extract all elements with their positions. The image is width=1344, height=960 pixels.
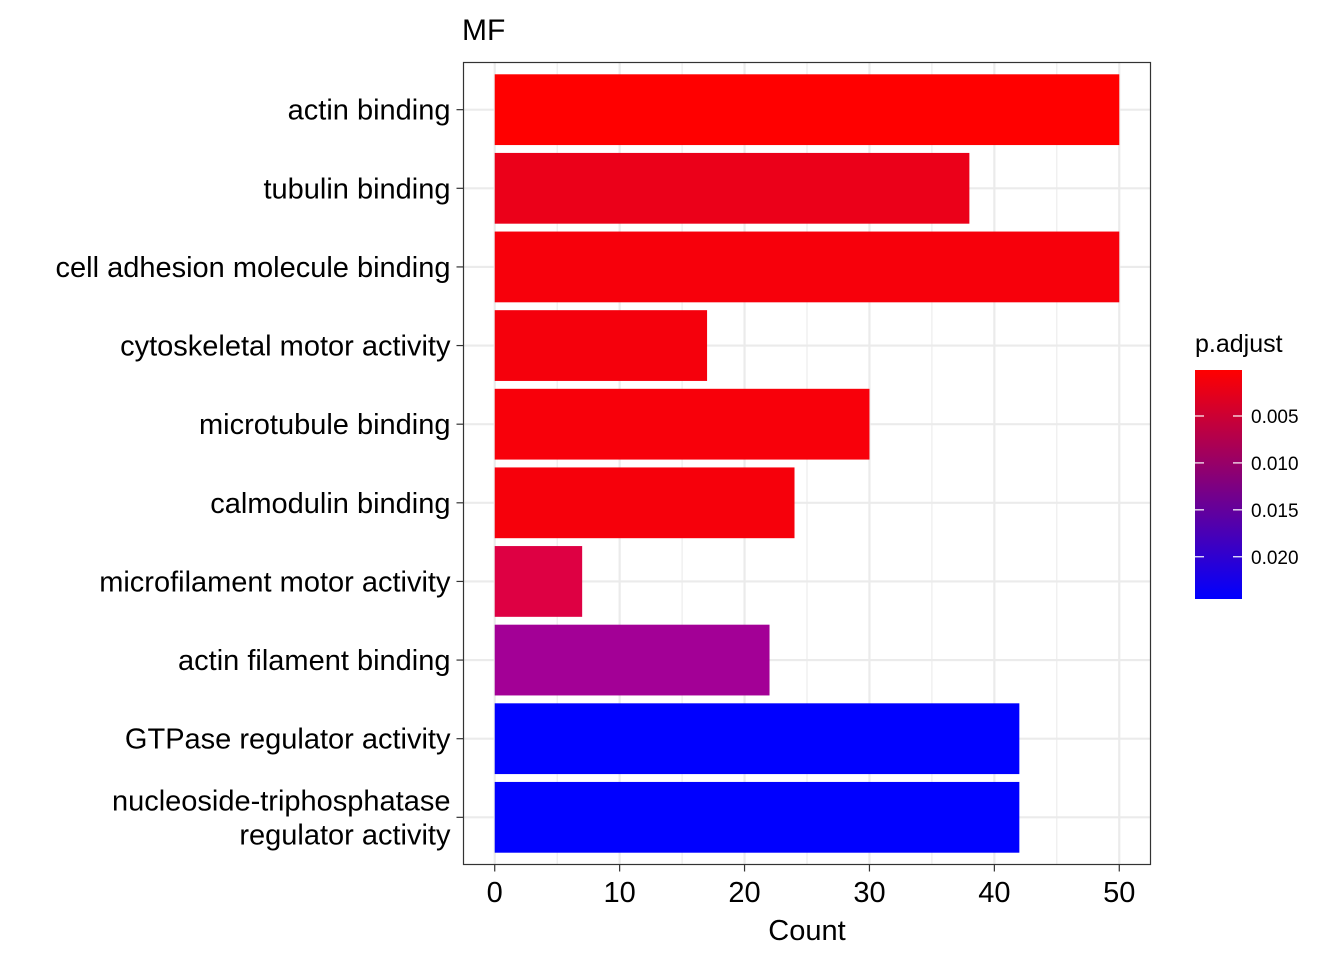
y-tick-label: calmodulin binding (210, 488, 450, 520)
y-tick-label: cell adhesion molecule binding (56, 252, 451, 284)
legend-tick-label: 0.010 (1251, 454, 1299, 475)
bar (494, 74, 1120, 146)
bar (494, 624, 770, 696)
x-tick-label: 10 (604, 877, 636, 909)
y-tick-label: GTPase regulator activity (125, 724, 451, 756)
x-axis: 0 10 20 30 40 50 (487, 864, 1135, 909)
bar-layer (494, 74, 1120, 853)
y-tick-label-line: regulator activity (239, 819, 451, 851)
y-tick-label: nucleoside-triphosphatase regulator activ… (112, 785, 451, 851)
x-axis-label: Count (768, 915, 845, 947)
y-tick-label: tubulin binding (263, 173, 450, 205)
y-tick-label-line: microfilament motor activity (99, 566, 451, 598)
y-tick-label-line: cell adhesion molecule binding (56, 252, 451, 284)
x-tick-label: 0 (487, 877, 503, 909)
bar (494, 546, 583, 617)
legend-tick-label: 0.015 (1251, 501, 1299, 522)
legend-colorbar (1195, 370, 1242, 599)
bar (494, 781, 1020, 853)
x-tick-label: 30 (853, 877, 885, 909)
y-tick-label-line: microtubule binding (199, 409, 450, 441)
chart-title: MF (462, 14, 505, 47)
y-tick-label: actin filament binding (178, 645, 450, 677)
bar (494, 388, 870, 460)
x-tick-label: 40 (978, 877, 1010, 909)
y-tick-label: microfilament motor activity (99, 566, 451, 598)
y-tick-label-line: calmodulin binding (210, 488, 450, 520)
y-tick-label-line: tubulin binding (263, 173, 450, 205)
y-tick-label-line: actin binding (288, 95, 451, 127)
x-tick-label: 20 (728, 877, 760, 909)
bar (494, 703, 1020, 775)
y-tick-label: cytoskeletal motor activity (120, 331, 451, 363)
bar (494, 467, 795, 539)
y-tick-label-line: GTPase regulator activity (125, 724, 451, 756)
y-axis: actin binding tubulin binding cell adhesio… (56, 95, 464, 851)
y-tick-label-line: actin filament binding (178, 645, 450, 677)
legend-tick-label: 0.020 (1251, 548, 1299, 569)
bar (494, 152, 970, 224)
panel-border (462, 61, 1152, 866)
legend: p.adjust 0.005 0.010 0.015 0.020 (1195, 330, 1299, 599)
bar (494, 310, 708, 381)
legend-title: p.adjust (1195, 330, 1283, 358)
y-tick-label: microtubule binding (199, 409, 450, 441)
y-tick-label: actin binding (288, 95, 451, 127)
y-tick-label-line: nucleoside-triphosphatase (112, 785, 451, 817)
y-tick-label-line: cytoskeletal motor activity (120, 331, 451, 363)
bar (494, 231, 1120, 303)
x-tick-label: 50 (1103, 877, 1135, 909)
legend-tick-label: 0.005 (1251, 407, 1299, 428)
